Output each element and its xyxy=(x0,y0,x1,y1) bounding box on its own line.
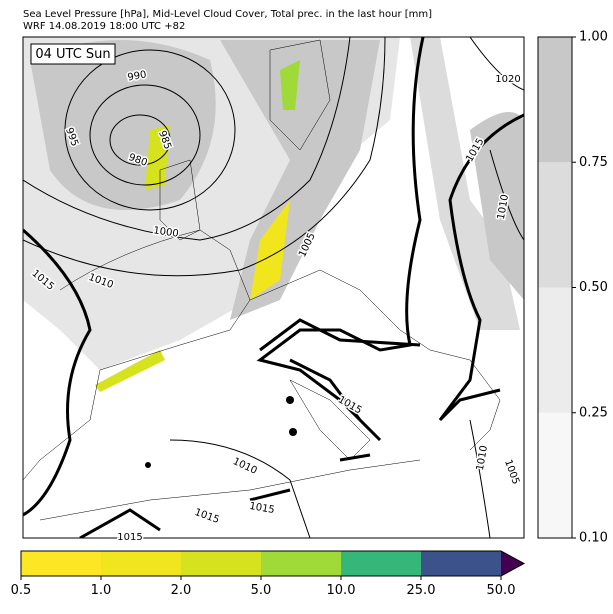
time-label-box xyxy=(30,43,116,65)
contour-label: 1020 xyxy=(495,74,520,85)
contour-label: 990 xyxy=(127,69,148,83)
contour-label: 1015 xyxy=(117,532,142,543)
precip-colorbar-segment xyxy=(21,551,101,576)
precip-colorbar-tick-label: 25.0 xyxy=(407,583,436,598)
precip-colorbar-extend xyxy=(501,551,524,576)
contour-label: 1000 xyxy=(153,225,180,239)
precip-colorbar-frame xyxy=(20,550,526,577)
precip-colorbar-tick-label: 10.0 xyxy=(327,583,356,598)
map xyxy=(23,37,524,538)
cloud-colorbar-tick-label: 0.50 xyxy=(579,280,608,295)
cloud-colorbar-segment xyxy=(538,287,572,413)
cloud-colorbar-tick-label: 0.10 xyxy=(579,531,608,546)
precip-colorbar-tick-label: 5.0 xyxy=(251,583,272,598)
cloud-colorbar-tick-label: 0.75 xyxy=(579,155,608,170)
precip-colorbar-tick-label: 1.0 xyxy=(91,583,112,598)
subtitle: WRF 14.08.2019 18:00 UTC +82 xyxy=(23,21,185,32)
cloud-colorbar-segment xyxy=(538,37,572,163)
precip-colorbar-tick-label: 2.0 xyxy=(171,583,192,598)
map-frame xyxy=(22,36,525,539)
precip-colorbar-segment xyxy=(341,551,421,576)
precip-colorbar-tick-label: 50.0 xyxy=(487,583,516,598)
cloud-colorbar-tick-label: 1.00 xyxy=(579,30,608,45)
precip-colorbar-segment xyxy=(421,551,501,576)
precip-colorbar-segment xyxy=(261,551,341,576)
precip-colorbar-segment xyxy=(181,551,261,576)
precip-colorbar-tick-label: 0.5 xyxy=(11,583,32,598)
cloud-colorbar-tick-label: 0.25 xyxy=(579,405,608,420)
title: Sea Level Pressure [hPa], Mid-Level Clou… xyxy=(23,9,432,20)
cloud-colorbar-segment xyxy=(538,412,572,538)
cloud-colorbar-segment xyxy=(538,162,572,288)
time-label: 04 UTC Sun xyxy=(35,47,110,62)
precip-colorbar-segment xyxy=(101,551,181,576)
